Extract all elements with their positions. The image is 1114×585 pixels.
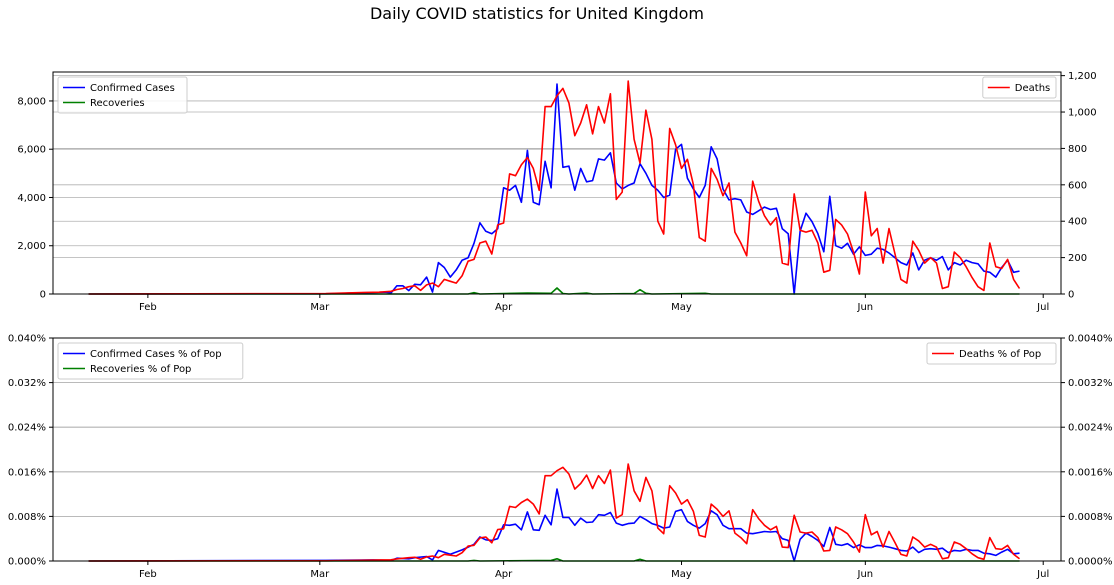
series-line-deaths-of-pop — [88, 463, 1020, 562]
legend-label: Confirmed Cases % of Pop — [90, 349, 222, 360]
x-tick-label: May — [671, 302, 692, 313]
x-tick-label: Apr — [495, 302, 513, 313]
legend-box — [57, 76, 188, 114]
figure-title: Daily COVID statistics for United Kingdo… — [370, 4, 704, 23]
y-right-tick-label: 0.0024% — [1068, 423, 1113, 434]
legend-box — [57, 342, 244, 380]
legend-left: Confirmed Cases % of Pop Recoveries % of … — [57, 342, 244, 380]
top-panel: Feb Mar Apr May Jun Jul 0 2,000 4,000 6,000 8,000 0… — [17, 71, 1096, 313]
y-left-tick-label: 6,000 — [17, 145, 46, 156]
y-left-tick-label: 0.024% — [8, 423, 46, 434]
y-left-tick-label: 0.032% — [8, 378, 46, 389]
series-line-confirmed-cases — [88, 83, 1020, 295]
x-tick-label: Jun — [857, 302, 874, 313]
legend-right: Deaths % of Pop — [926, 342, 1057, 365]
y-right-tick-label: 0 — [1068, 290, 1074, 301]
y-left-tick-label: 4,000 — [17, 193, 46, 204]
x-tick-label: Mar — [310, 569, 330, 580]
y-right-tick-label: 800 — [1068, 144, 1087, 155]
x-tick-label: Feb — [139, 569, 157, 580]
y-right-tick-label: 400 — [1068, 217, 1087, 228]
legend-label: Deaths % of Pop — [959, 349, 1041, 360]
y-left-tick-label: 0.000% — [8, 557, 46, 568]
x-tick-label: Apr — [495, 569, 513, 580]
legend-right: Deaths — [982, 76, 1057, 99]
y-left-tick-label: 0.008% — [8, 512, 46, 523]
y-right-tick-label: 0.0016% — [1068, 467, 1113, 478]
y-left-tick-label: 0.040% — [8, 334, 46, 345]
legend-box — [982, 76, 1057, 99]
plot-frame — [52, 337, 1062, 562]
y-left-tick-label: 0.016% — [8, 467, 46, 478]
series-line-confirmed-cases-of-pop — [88, 488, 1020, 562]
y-right-tick-label: 0.0008% — [1068, 512, 1113, 523]
y-right-tick-label: 0.0032% — [1068, 378, 1113, 389]
bottom-panel: Feb Mar Apr May Jun Jul 0.000% 0.008% 0.016% 0.02… — [8, 334, 1113, 581]
y-left-tick-label: 8,000 — [17, 96, 46, 107]
x-tick-label: May — [671, 569, 692, 580]
y-left-tick-label: 2,000 — [17, 241, 46, 252]
plot-frame — [52, 71, 1062, 295]
y-right-tick-label: 1,200 — [1068, 71, 1097, 82]
legend-left: Confirmed Cases Recoveries — [57, 76, 188, 114]
series-line-deaths — [88, 80, 1021, 295]
y-left-tick-label: 0 — [40, 290, 46, 301]
legend-box — [926, 342, 1057, 365]
x-tick-label: Jun — [857, 569, 874, 580]
x-tick-label: Jul — [1036, 569, 1049, 580]
legend-label: Deaths — [1015, 83, 1050, 94]
x-tick-label: Mar — [310, 302, 330, 313]
x-tick-label: Feb — [139, 302, 157, 313]
y-right-tick-label: 1,000 — [1068, 108, 1097, 119]
legend-label: Recoveries % of Pop — [90, 364, 191, 375]
y-right-tick-label: 0.0040% — [1068, 334, 1113, 345]
legend-label: Confirmed Cases — [90, 83, 175, 94]
y-right-tick-label: 0.0000% — [1068, 557, 1113, 568]
y-right-tick-label: 200 — [1068, 253, 1087, 264]
y-right-tick-label: 600 — [1068, 180, 1087, 191]
legend-label: Recoveries — [90, 98, 145, 109]
x-tick-label: Jul — [1036, 302, 1049, 313]
